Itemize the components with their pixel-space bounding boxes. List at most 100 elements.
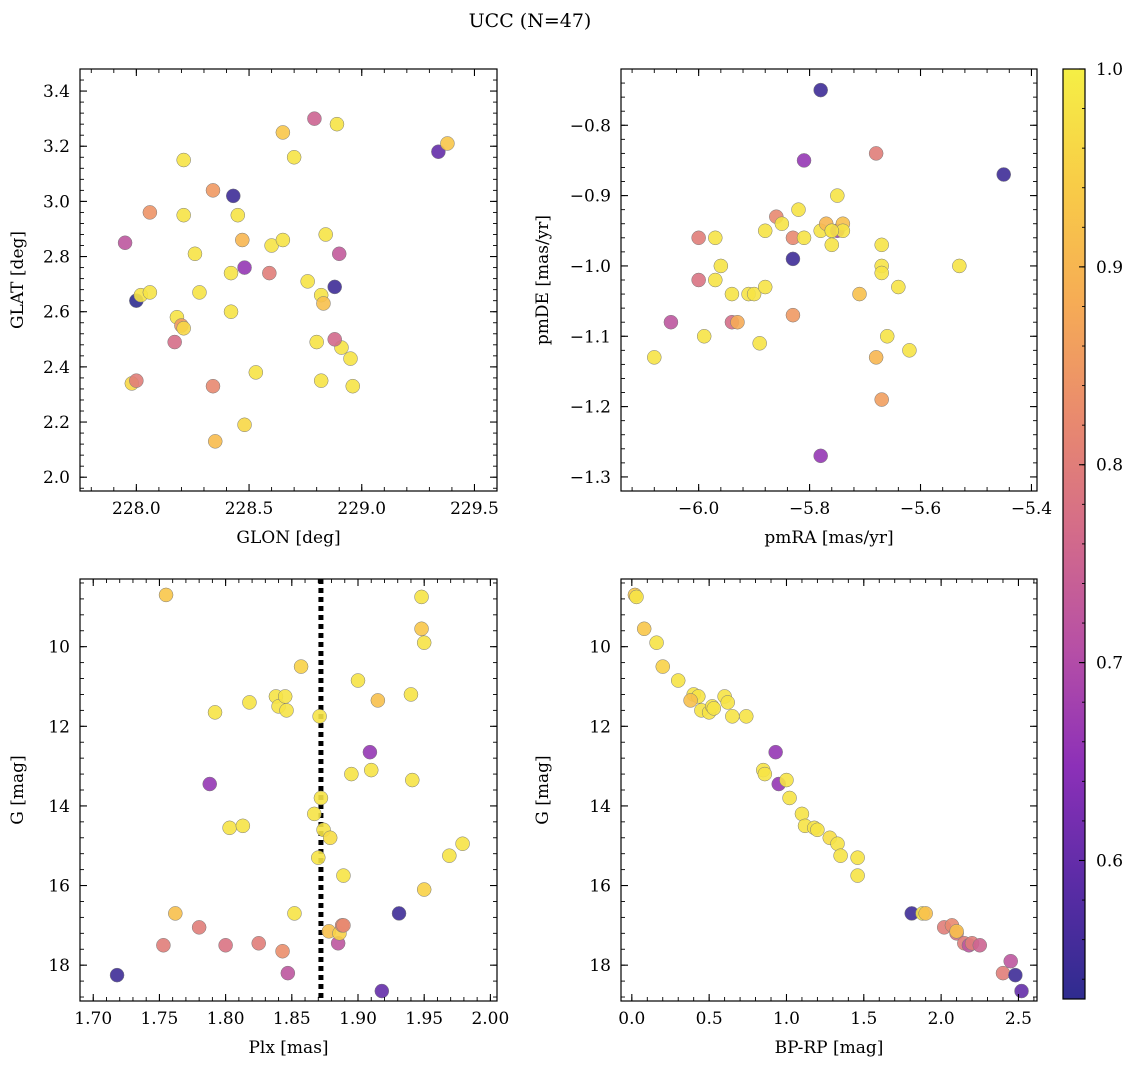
- data-point: [370, 693, 386, 708]
- data-point: [391, 906, 407, 921]
- data-point: [996, 167, 1011, 182]
- data-point: [307, 111, 322, 126]
- y-tick-label: 14: [48, 797, 70, 817]
- data-point: [739, 709, 754, 724]
- data-point: [329, 116, 345, 132]
- y-tick-label: 12: [589, 717, 611, 737]
- data-point: [774, 216, 790, 231]
- data-point: [874, 237, 889, 253]
- y-tick-label: −1.1: [570, 327, 611, 347]
- data-point: [275, 125, 291, 140]
- data-point: [344, 766, 359, 782]
- data-point: [327, 332, 342, 347]
- data-point: [902, 343, 917, 358]
- data-point: [796, 153, 812, 168]
- data-point: [142, 285, 158, 300]
- y-tick-label: −1.0: [570, 257, 611, 277]
- x-tick-label: 1.95: [405, 1009, 443, 1029]
- data-point: [995, 965, 1011, 981]
- data-point: [293, 659, 309, 674]
- data-point: [455, 836, 470, 851]
- data-point: [706, 701, 722, 716]
- data-point: [202, 776, 217, 792]
- data-point: [874, 265, 889, 281]
- data-point: [891, 279, 906, 295]
- data-point: [311, 850, 326, 865]
- data-point: [440, 136, 455, 151]
- y-tick-label: 10: [48, 638, 70, 658]
- data-point: [785, 251, 801, 267]
- axes-frame: [79, 578, 498, 1002]
- y-tick-label: 16: [48, 877, 70, 897]
- data-point: [852, 286, 867, 302]
- data-point: [708, 230, 723, 246]
- x-tick-label: 2.00: [471, 1009, 509, 1029]
- data-point: [779, 772, 794, 788]
- data-point: [691, 272, 706, 288]
- data-point: [345, 378, 360, 394]
- data-point: [663, 314, 679, 330]
- data-point: [416, 635, 432, 650]
- subplot-top-left: 228.0 228.5 229.0 229.5 2.0 2.2 2.4 2.6 2.8 3.0 3.…: [8, 68, 499, 548]
- data-point: [316, 296, 331, 311]
- x-tick-label: −5.4: [1011, 499, 1052, 519]
- data-point: [287, 906, 302, 921]
- data-point: [262, 265, 277, 281]
- data-point: [205, 183, 221, 198]
- subplot-bottom-right: 0.0 0.5 1.0 1.5 2.0 2.5 10 12 14 16 18 BP-RP [mag] G…: [533, 578, 1038, 1058]
- data-point: [403, 687, 419, 702]
- x-tick-label: 1.75: [140, 1009, 178, 1029]
- colorbar-tick-label: 0.6: [1096, 851, 1123, 871]
- x-tick-label: 228.0: [112, 499, 161, 519]
- scatter-points: [117, 111, 455, 449]
- data-point: [207, 705, 223, 720]
- data-point: [879, 329, 895, 344]
- data-point: [205, 378, 221, 394]
- x-axis-label: GLON [deg]: [236, 528, 340, 548]
- data-point: [279, 703, 294, 718]
- x-tick-label: 1.80: [207, 1009, 245, 1029]
- data-point: [230, 207, 246, 223]
- data-point: [850, 868, 865, 883]
- data-point: [176, 207, 191, 223]
- data-point: [794, 806, 810, 822]
- x-tick-label: 2.0: [928, 1009, 955, 1029]
- data-point: [167, 334, 182, 350]
- data-point: [416, 882, 432, 897]
- data-point: [830, 836, 845, 851]
- data-point: [158, 587, 174, 603]
- data-point: [785, 307, 801, 323]
- x-tick-label: −5.8: [789, 499, 830, 519]
- data-point: [322, 830, 338, 846]
- y-tick-label: 2.0: [43, 468, 70, 488]
- data-point: [670, 673, 686, 688]
- data-point: [117, 235, 133, 251]
- data-point: [1003, 953, 1018, 969]
- y-tick-label: −0.9: [570, 187, 611, 207]
- data-point: [824, 237, 840, 253]
- data-point: [683, 693, 698, 708]
- data-point: [176, 152, 191, 168]
- data-point: [713, 258, 729, 274]
- x-tick-label: 0.5: [696, 1009, 723, 1029]
- data-point: [142, 205, 158, 220]
- x-tick-label: 1.5: [850, 1009, 877, 1029]
- x-tick-label: 229.0: [337, 499, 386, 519]
- data-point: [223, 304, 239, 319]
- data-point: [313, 373, 329, 388]
- y-tick-label: 3.4: [43, 82, 70, 102]
- x-axis-label: pmRA [mas/yr]: [764, 528, 893, 548]
- y-tick-label: −1.3: [570, 468, 611, 488]
- y-tick-label: −1.2: [570, 398, 611, 418]
- data-point: [374, 983, 390, 999]
- subplot-top-right: −6.0 −5.8 −5.6 −5.4 −1.3 −1.2 −1.1 −1.0 −0.9 −0.8…: [533, 68, 1052, 548]
- data-point: [309, 334, 324, 350]
- data-point: [830, 188, 845, 203]
- data-point: [235, 818, 251, 834]
- data-point: [275, 943, 290, 959]
- data-point: [431, 144, 446, 159]
- y-tick-label: 18: [589, 956, 611, 976]
- data-point: [129, 373, 144, 388]
- y-tick-label: 14: [589, 797, 611, 817]
